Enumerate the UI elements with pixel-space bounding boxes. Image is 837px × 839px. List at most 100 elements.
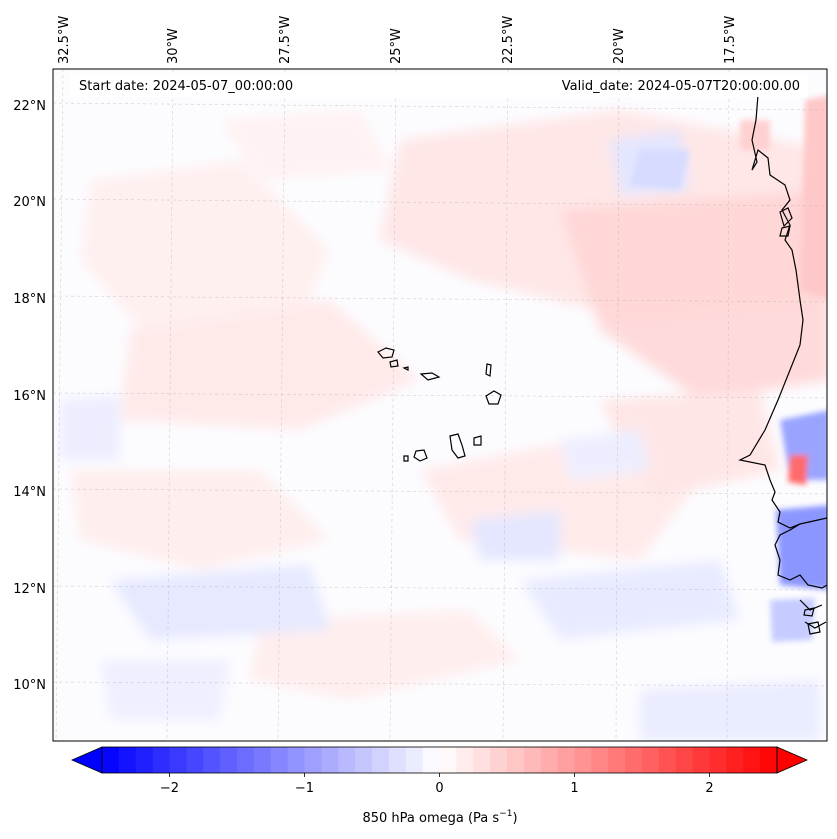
colorbar-segment: [490, 747, 508, 773]
sal: [485, 363, 492, 377]
colorbar-segment: [574, 747, 592, 773]
colorbar-segment: [675, 747, 694, 773]
longitude-labels: 32.5°W 30°W 27.5°W 25°W 22.5°W 20°W 17.5…: [57, 16, 738, 64]
header-background: [70, 75, 808, 97]
colorbar-segment: [456, 747, 474, 773]
lon-label: 27.5°W: [278, 16, 293, 64]
maio: [473, 435, 482, 446]
colorbar-tick-label: −2: [160, 781, 179, 796]
colorbar-ticks: −2 −1 0 1 2: [160, 773, 714, 796]
colorbar-tick-label: 1: [570, 781, 578, 796]
colorbar-segment: [625, 747, 643, 773]
omega-field: [60, 95, 827, 740]
lon-label: 22.5°W: [501, 16, 516, 64]
colorbar-segments: [102, 747, 778, 773]
lon-label: 17.5°W: [723, 16, 738, 64]
colorbar-tick-label: 2: [705, 781, 713, 796]
colorbar-segment: [405, 747, 424, 773]
colorbar-title-exponent: −1: [499, 809, 512, 819]
colorbar-segment: [169, 747, 187, 773]
africa-coastline: [738, 94, 827, 629]
fogo: [413, 449, 428, 462]
colorbar-segment: [523, 747, 542, 773]
colorbar-segment: [203, 747, 221, 773]
lat-label: 18°N: [13, 292, 46, 307]
lat-label: 22°N: [13, 99, 46, 114]
colorbar-segment: [760, 747, 778, 773]
colorbar-tick-label: −1: [295, 781, 314, 796]
omega-field-smooth: [60, 110, 827, 740]
colorbar-segment: [270, 747, 289, 773]
lon-label: 32.5°W: [57, 16, 72, 64]
lat-label: 12°N: [13, 582, 46, 597]
lat-label: 20°N: [13, 195, 46, 210]
bijagos-island-b: [807, 621, 821, 635]
lat-label: 16°N: [13, 389, 46, 404]
lon-label: 20°W: [612, 28, 627, 64]
colorbar-segment: [304, 747, 322, 773]
gridline-20w: [615, 69, 620, 741]
gridline-25w: [389, 69, 397, 741]
colorbar-title-close: ): [512, 811, 517, 826]
lon-label: 30°W: [166, 28, 181, 64]
coastlines: [377, 94, 827, 635]
lat-label: 14°N: [13, 485, 46, 500]
colorbar-segment: [473, 747, 491, 773]
colorbar-segment: [287, 747, 306, 773]
sao-vicente: [389, 359, 399, 368]
lat-label: 10°N: [13, 678, 46, 693]
colorbar: −2 −1 0 1 2 850 hPa omega (Pa s−1): [70, 746, 809, 826]
coast-island-south: [779, 225, 791, 237]
colorbar-segment: [422, 747, 441, 773]
santiago: [449, 433, 466, 459]
gridline-22-5w: [502, 69, 509, 741]
omega-field-coastal: [630, 95, 827, 642]
colorbar-segment: [237, 747, 255, 773]
map-frame: [52, 68, 828, 742]
colorbar-segment: [692, 747, 711, 773]
colorbar-segment: [388, 747, 407, 773]
colorbar-segment: [372, 747, 390, 773]
colorbar-segment: [152, 747, 171, 773]
colorbar-segment: [220, 747, 238, 773]
colorbar-segment: [591, 747, 609, 773]
colorbar-tick-label: 0: [435, 781, 443, 796]
colorbar-segment: [253, 747, 272, 773]
colorbar-segment: [726, 747, 744, 773]
santo-antao: [377, 347, 395, 359]
start-date-label: Start date: 2024-05-07_00:00:00: [79, 79, 293, 94]
colorbar-segment: [507, 747, 525, 773]
colorbar-segment: [321, 747, 339, 773]
latitude-labels: 22°N 20°N 18°N 16°N 14°N 12°N 10°N: [13, 99, 46, 693]
santa-luzia: [402, 366, 409, 371]
colorbar-segment: [102, 747, 120, 773]
coast-island-north: [779, 207, 793, 228]
colorbar-segment: [338, 747, 356, 773]
colorbar-title: 850 hPa omega (Pa s−1): [362, 809, 517, 826]
colorbar-segment: [540, 747, 559, 773]
colorbar-segment: [658, 747, 677, 773]
colorbar-segment: [135, 747, 154, 773]
gridline-17-5w: [726, 69, 730, 741]
sao-nicolau: [419, 372, 441, 381]
colorbar-segment: [642, 747, 660, 773]
gridline-32-5w: [55, 69, 64, 741]
colorbar-segment: [743, 747, 761, 773]
bijagos-island-a: [803, 607, 815, 617]
colorbar-segment: [608, 747, 626, 773]
colorbar-segment: [186, 747, 204, 773]
colorbar-title-main: 850 hPa omega (Pa s: [362, 811, 499, 826]
colorbar-segment: [439, 747, 457, 773]
boa-vista: [485, 390, 502, 405]
colorbar-segment: [557, 747, 576, 773]
map-panel: Start date: 2024-05-07_00:00:00 Valid_da…: [52, 68, 828, 742]
brava: [403, 455, 409, 462]
lon-label: 25°W: [389, 28, 404, 64]
colorbar-segment: [709, 747, 727, 773]
colorbar-extend-max: [776, 746, 809, 774]
gridlines: [53, 69, 827, 741]
valid-date-label: Valid_date: 2024-05-07T20:00:00.00: [562, 79, 800, 94]
colorbar-segment: [355, 747, 373, 773]
gridline-27-5w: [277, 69, 286, 741]
